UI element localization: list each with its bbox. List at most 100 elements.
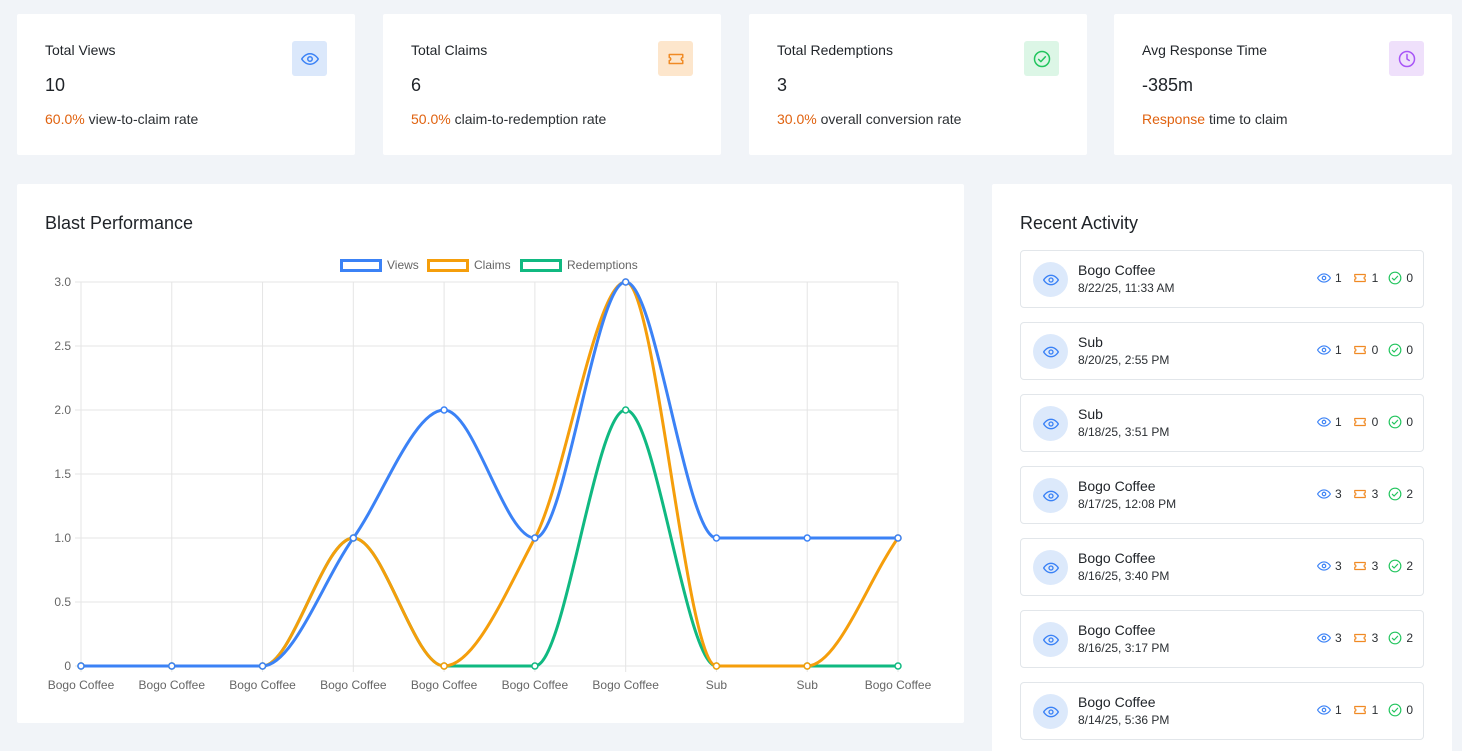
- eye-icon: [1316, 343, 1335, 357]
- eye-icon: [1316, 487, 1335, 501]
- check-circle-icon: [1388, 487, 1406, 501]
- activity-date: 8/20/25, 2:55 PM: [1078, 353, 1170, 367]
- clock-icon: [1389, 41, 1424, 76]
- views-metric: 1: [1316, 415, 1342, 429]
- stat-subtitle: 60.0% view-to-claim rate: [45, 111, 198, 127]
- views-count: 3: [1334, 559, 1342, 573]
- eye-icon: [1316, 271, 1335, 285]
- panel-title: Recent Activity: [1020, 213, 1139, 233]
- activity-metrics: 1 1 0: [1307, 703, 1413, 717]
- recent-activity-panel: Recent Activity Bogo Coffee 8/22/25, 11:3…: [992, 184, 1452, 751]
- claims-metric: 3: [1352, 631, 1379, 645]
- activity-metrics: 3 3 2: [1307, 559, 1413, 573]
- legend-swatch: [340, 258, 382, 272]
- claims-count: 3: [1371, 631, 1379, 645]
- eye-icon: [1033, 406, 1068, 441]
- redemptions-count: 2: [1406, 487, 1413, 501]
- stat-accent: 30.0%: [777, 111, 817, 127]
- eye-icon: [1033, 622, 1068, 657]
- ticket-icon: [1352, 559, 1372, 573]
- legend-swatch: [520, 258, 562, 272]
- legend-item-views[interactable]: Views: [340, 258, 419, 272]
- claims-metric: 1: [1352, 271, 1378, 285]
- views-count: 1: [1334, 271, 1342, 285]
- ticket-icon: [1352, 343, 1372, 357]
- stat-suffix: time to claim: [1208, 111, 1288, 127]
- activity-item[interactable]: Bogo Coffee 8/17/25, 12:08 PM 3 3 2: [1020, 466, 1424, 524]
- activity-date: 8/18/25, 3:51 PM: [1078, 425, 1170, 439]
- activity-metrics: 3 3 2: [1307, 487, 1413, 501]
- stat-title: Total Redemptions: [777, 42, 893, 58]
- ticket-icon: [1352, 271, 1372, 285]
- legend-item-claims[interactable]: Claims: [427, 258, 511, 272]
- views-count: 1: [1334, 703, 1342, 717]
- redemptions-count: 0: [1406, 343, 1413, 357]
- claims-count: 0: [1371, 415, 1379, 429]
- activity-item[interactable]: Bogo Coffee 8/22/25, 11:33 AM 1 1 0: [1020, 250, 1424, 308]
- activity-name: Bogo Coffee: [1078, 550, 1156, 566]
- claims-metric: 3: [1352, 487, 1378, 501]
- activity-name: Sub: [1078, 334, 1103, 350]
- check-circle-icon: [1024, 41, 1059, 76]
- eye-icon: [1316, 631, 1335, 645]
- stat-card-total-claims: Total Claims 6 50.0% claim-to-redemption…: [383, 14, 721, 155]
- redemptions-count: 2: [1406, 631, 1413, 645]
- stat-subtitle: Response time to claim: [1142, 111, 1288, 127]
- eye-icon: [1316, 559, 1335, 573]
- views-count: 3: [1334, 487, 1342, 501]
- check-circle-icon: [1388, 703, 1406, 717]
- eye-icon: [1033, 478, 1068, 513]
- stat-card-total-views: Total Views 10 60.0% view-to-claim rate: [17, 14, 355, 155]
- claims-metric: 0: [1352, 415, 1379, 429]
- views-count: 3: [1334, 631, 1342, 645]
- activity-item[interactable]: Bogo Coffee 8/16/25, 3:17 PM 3 3 2: [1020, 610, 1424, 668]
- activity-metrics: 1 1 0: [1307, 271, 1413, 285]
- eye-icon: [1033, 262, 1068, 297]
- activity-date: 8/14/25, 5:36 PM: [1078, 713, 1170, 727]
- stat-value: 10: [45, 75, 66, 95]
- stat-accent: Response: [1142, 111, 1206, 127]
- legend-label: Views: [387, 258, 419, 272]
- ticket-icon: [1352, 703, 1372, 717]
- activity-item[interactable]: Sub 8/18/25, 3:51 PM 1 0 0: [1020, 394, 1424, 452]
- activity-date: 8/16/25, 3:40 PM: [1078, 569, 1170, 583]
- claims-count: 0: [1371, 343, 1379, 357]
- activity-item[interactable]: Bogo Coffee 8/16/25, 3:40 PM 3 3 2: [1020, 538, 1424, 596]
- ticket-icon: [1352, 415, 1372, 429]
- stat-title: Total Claims: [411, 42, 488, 58]
- activity-item[interactable]: Sub 8/20/25, 2:55 PM 1 0 0: [1020, 322, 1424, 380]
- stat-subtitle: 50.0% claim-to-redemption rate: [411, 111, 606, 127]
- activity-item[interactable]: Bogo Coffee 8/14/25, 5:36 PM 1 1 0: [1020, 682, 1424, 740]
- legend-label: Redemptions: [567, 258, 638, 272]
- activity-name: Bogo Coffee: [1078, 622, 1156, 638]
- stat-accent: 50.0%: [411, 111, 451, 127]
- activity-date: 8/16/25, 3:17 PM: [1078, 641, 1170, 655]
- redemptions-count: 2: [1406, 559, 1413, 573]
- eye-icon: [292, 41, 327, 76]
- legend-item-redemptions[interactable]: Redemptions: [520, 258, 638, 272]
- stat-card-total-redemptions: Total Redemptions 3 30.0% overall conver…: [749, 14, 1087, 155]
- claims-metric: 0: [1352, 343, 1379, 357]
- redemptions-metric: 0: [1388, 703, 1413, 717]
- activity-date: 8/17/25, 12:08 PM: [1078, 497, 1177, 511]
- check-circle-icon: [1388, 415, 1406, 429]
- claims-metric: 3: [1352, 559, 1378, 573]
- stat-value: 6: [411, 75, 422, 95]
- activity-name: Sub: [1078, 406, 1103, 422]
- eye-icon: [1316, 415, 1335, 429]
- eye-icon: [1033, 550, 1068, 585]
- redemptions-count: 0: [1406, 271, 1413, 285]
- check-circle-icon: [1388, 631, 1406, 645]
- redemptions-metric: 2: [1388, 631, 1413, 645]
- activity-name: Bogo Coffee: [1078, 478, 1156, 494]
- stat-value: 3: [777, 75, 788, 95]
- activity-metrics: 1 0 0: [1307, 343, 1413, 357]
- ticket-icon: [658, 41, 693, 76]
- stat-title: Total Views: [45, 42, 116, 58]
- views-metric: 1: [1316, 343, 1342, 357]
- activity-date: 8/22/25, 11:33 AM: [1078, 281, 1175, 295]
- eye-icon: [1033, 694, 1068, 729]
- views-count: 1: [1334, 343, 1342, 357]
- claims-count: 1: [1371, 703, 1379, 717]
- stat-suffix: overall conversion rate: [820, 111, 962, 127]
